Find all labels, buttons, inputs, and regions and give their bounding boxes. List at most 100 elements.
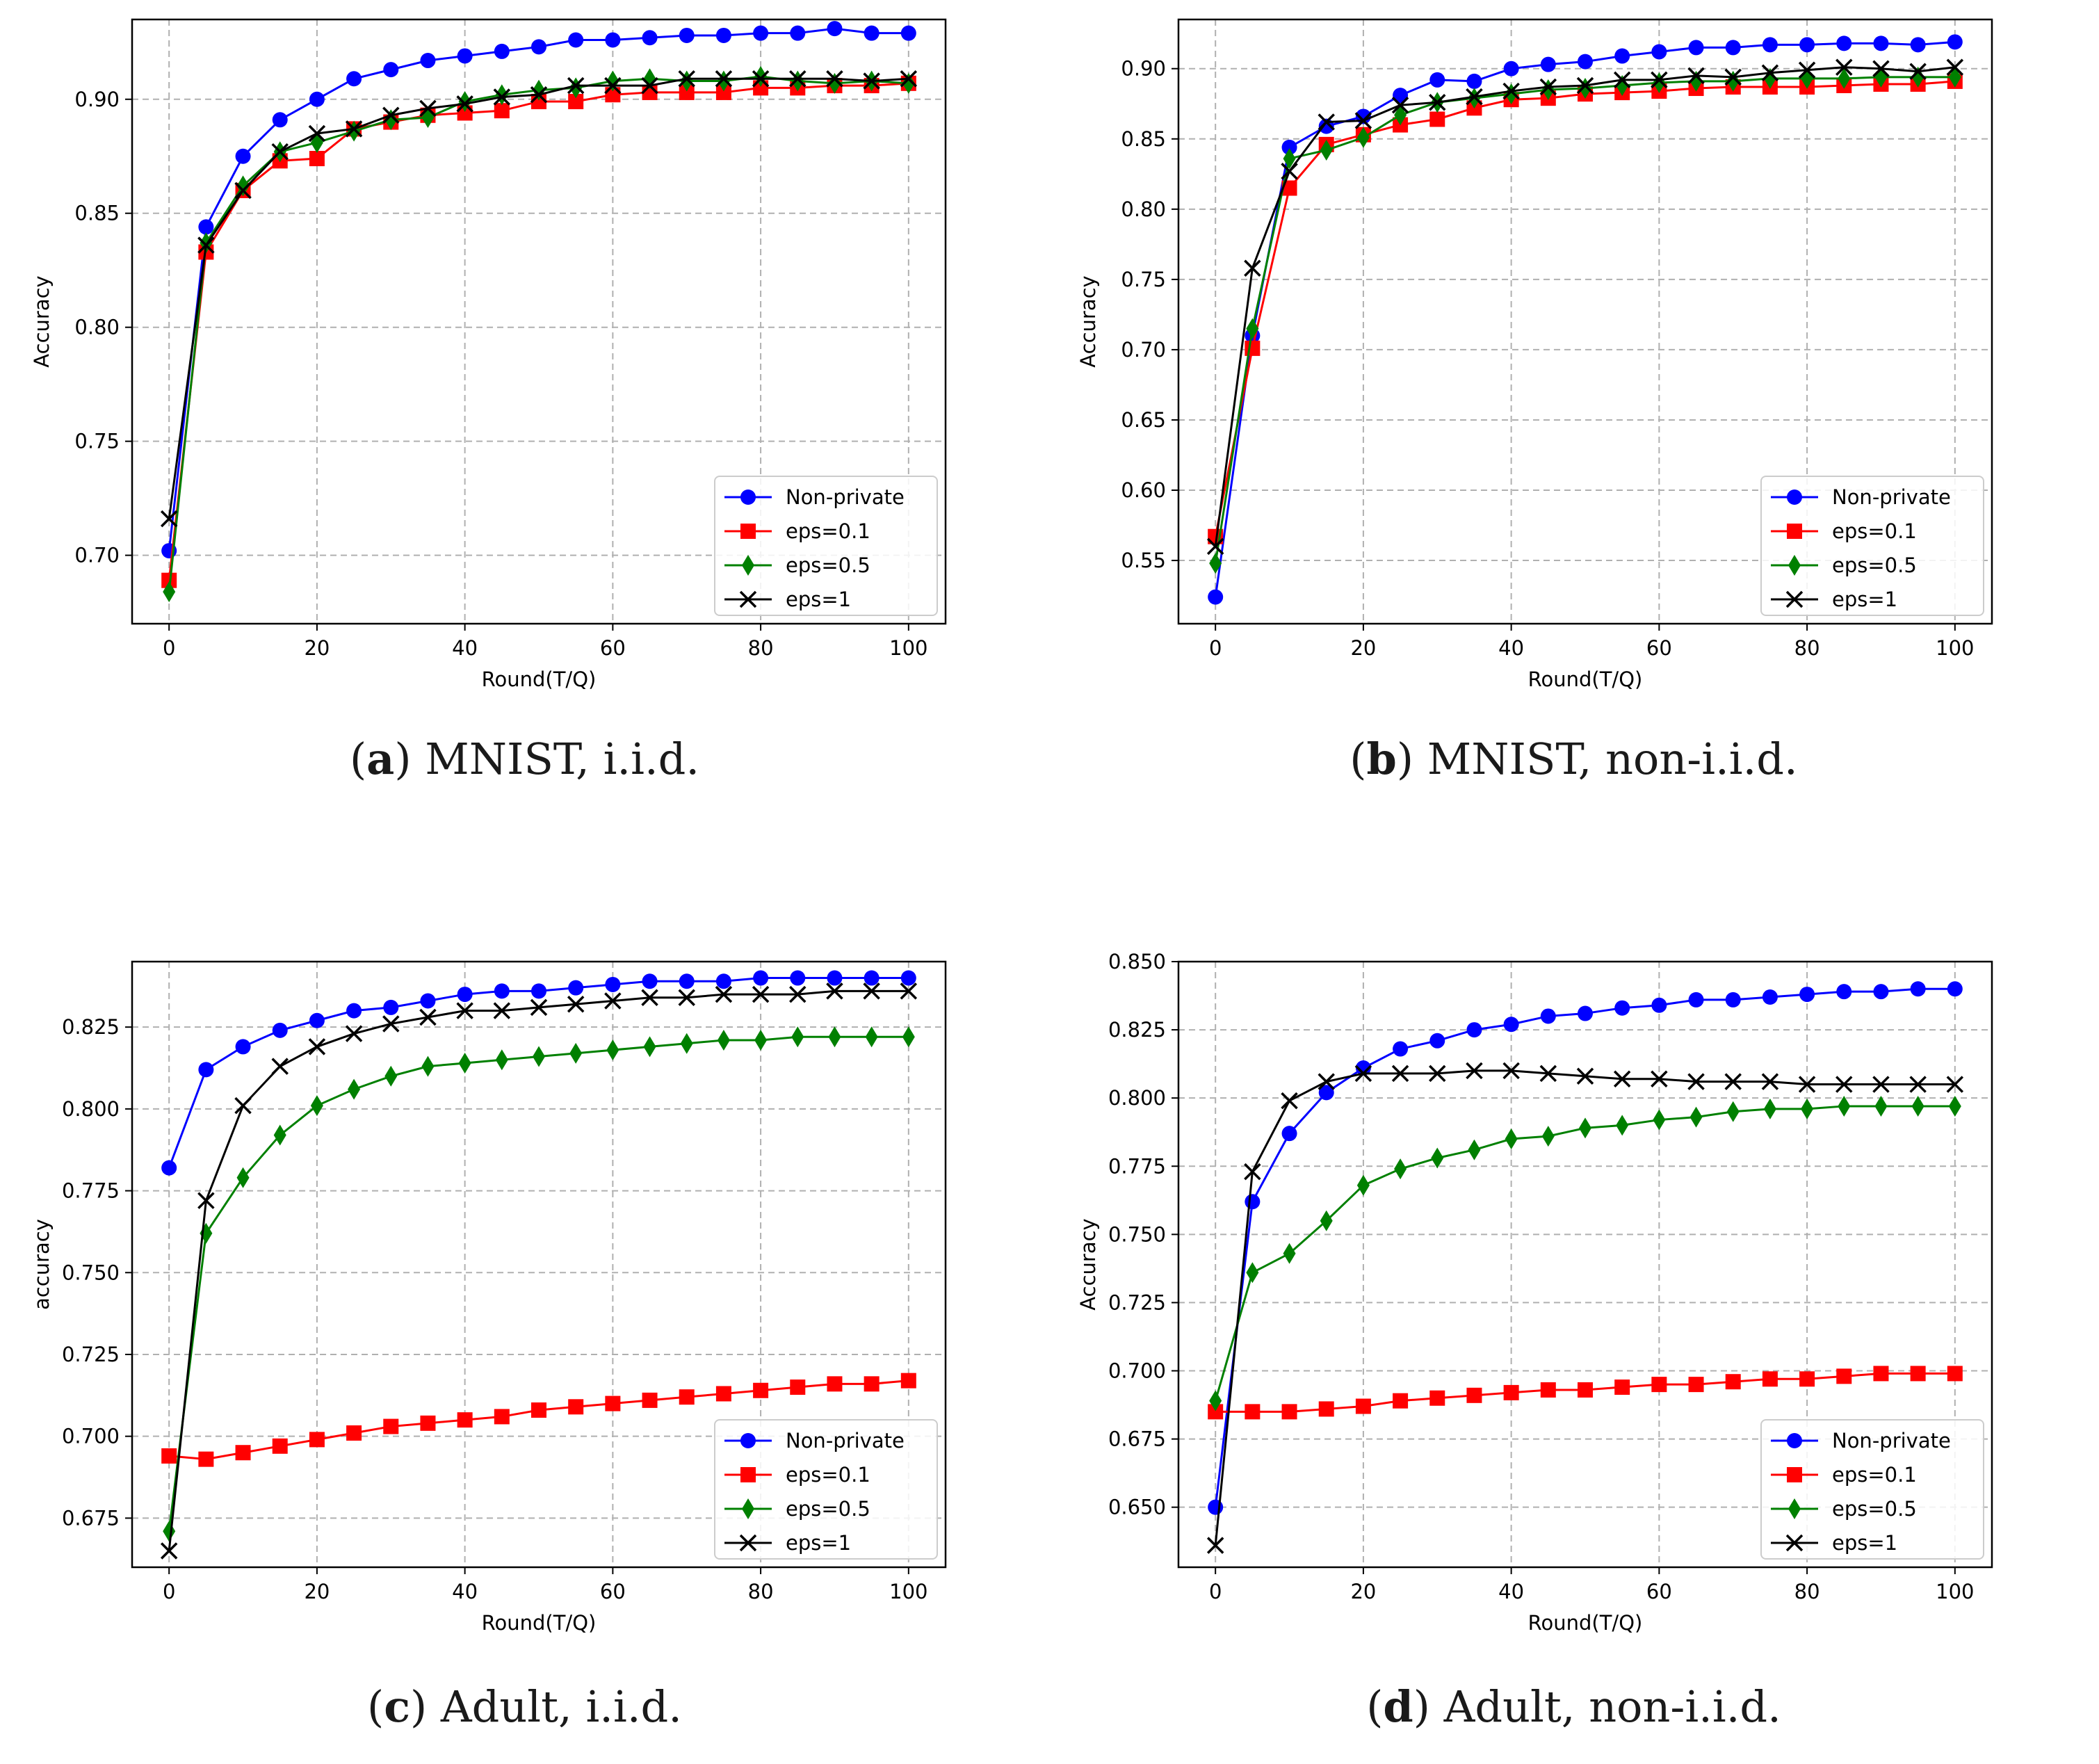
data-point — [715, 84, 731, 100]
x-tick-label: 100 — [1936, 1580, 1974, 1603]
x-tick-label: 60 — [600, 636, 626, 660]
data-point — [1872, 60, 1890, 77]
data-point — [530, 998, 548, 1017]
data-point — [1835, 1076, 1853, 1093]
caption-b: (b) MNIST, non-i.i.d. — [1350, 734, 1798, 784]
y-tick-label: 0.800 — [62, 1097, 120, 1121]
x-axis-label: Round(T/Q) — [482, 1611, 597, 1635]
legend-box — [714, 1419, 938, 1560]
y-tick-label: 0.650 — [1108, 1496, 1166, 1519]
data-point — [827, 970, 843, 986]
y-axis-label: Accuracy — [1076, 1218, 1100, 1310]
data-point — [900, 25, 916, 41]
legend-marker — [742, 1498, 754, 1519]
data-point — [456, 95, 473, 113]
data-point — [1244, 259, 1261, 277]
data-point — [1836, 35, 1852, 51]
data-point — [1578, 54, 1593, 70]
data-point — [1354, 1065, 1372, 1083]
chart-d: 0 20 40 60 80 100 0.650 0.675 0.700 0.725 0.750 0.7… — [1076, 950, 1993, 1635]
data-point — [790, 970, 806, 986]
data-point — [1429, 93, 1446, 111]
data-point — [234, 1097, 252, 1115]
data-point — [715, 985, 733, 1003]
data-point — [679, 27, 695, 43]
y-axis-label: Accuracy — [30, 275, 54, 367]
data-point — [421, 1055, 435, 1077]
data-point — [1391, 97, 1409, 114]
data-point — [1798, 61, 1816, 79]
y-tick-label: 0.80 — [74, 316, 120, 339]
legend-label: eps=1 — [1832, 588, 1897, 611]
data-point — [1762, 1371, 1778, 1387]
data-point — [791, 1026, 804, 1048]
y-tick-label: 0.700 — [62, 1425, 120, 1448]
data-point — [383, 1418, 399, 1434]
data-point — [567, 995, 585, 1013]
data-point — [235, 1039, 251, 1055]
data-point — [1873, 984, 1889, 1000]
legend-marker — [740, 1467, 756, 1482]
y-tick-label: 0.80 — [1121, 197, 1166, 221]
data-point — [382, 106, 400, 124]
data-point — [1355, 1060, 1371, 1076]
data-point — [605, 976, 621, 992]
data-point — [1320, 1210, 1333, 1231]
series-eps-1 — [1206, 58, 1964, 556]
data-point — [1947, 1366, 1963, 1382]
data-point — [1429, 72, 1445, 88]
data-point — [789, 985, 807, 1003]
legend-box — [714, 476, 938, 616]
series-non-private — [161, 970, 916, 1176]
data-point — [272, 1022, 288, 1038]
x-tick-label: 80 — [1794, 636, 1820, 660]
legend-label: Non-private — [786, 1429, 905, 1453]
legend-marker — [739, 1534, 757, 1552]
y-tick-label: 0.725 — [1108, 1290, 1166, 1314]
data-point — [1909, 63, 1927, 81]
data-point — [1576, 76, 1594, 95]
caption-text: ) Adult, i.i.d. — [410, 1681, 682, 1732]
data-point — [161, 1160, 177, 1176]
data-point — [900, 970, 916, 986]
data-point — [309, 151, 325, 167]
data-point — [1947, 34, 1963, 50]
caption-d: (d) Adult, non-i.i.d. — [1366, 1681, 1781, 1732]
legend-label: eps=1 — [1832, 1531, 1897, 1555]
data-point — [641, 76, 658, 95]
data-point — [1283, 148, 1296, 170]
series-eps-0-5 — [1209, 1095, 1961, 1411]
data-point — [1281, 1092, 1298, 1110]
data-point — [752, 70, 770, 88]
data-point — [1393, 1393, 1409, 1409]
x-tick-label: 100 — [889, 636, 927, 660]
data-point — [1356, 127, 1370, 148]
data-point — [1910, 981, 1926, 997]
data-point — [1208, 589, 1224, 605]
caption-text: ) MNIST, i.i.d. — [394, 734, 700, 784]
data-point — [1206, 1537, 1224, 1554]
x-axis-label: Round(T/Q) — [1528, 1611, 1643, 1635]
data-point — [383, 999, 399, 1015]
x-tick-label: 80 — [748, 636, 774, 660]
data-point — [531, 39, 546, 55]
data-point — [605, 32, 621, 48]
data-point — [1540, 56, 1556, 72]
data-point — [198, 219, 214, 235]
data-point — [1653, 1109, 1666, 1131]
data-point — [1799, 987, 1815, 1003]
legend-label: eps=1 — [786, 588, 851, 611]
data-point — [309, 1012, 325, 1028]
data-point — [1799, 1371, 1815, 1387]
data-point — [1948, 1095, 1961, 1117]
data-point — [1244, 1163, 1261, 1181]
data-point — [494, 983, 510, 999]
data-point — [163, 1521, 176, 1542]
y-tick-label: 0.70 — [74, 544, 120, 567]
legend-label: Non-private — [1832, 485, 1951, 509]
data-point — [1725, 40, 1741, 56]
data-point — [827, 21, 843, 37]
data-point — [679, 84, 695, 100]
x-tick-label: 0 — [163, 636, 175, 660]
data-point — [1687, 1073, 1705, 1090]
